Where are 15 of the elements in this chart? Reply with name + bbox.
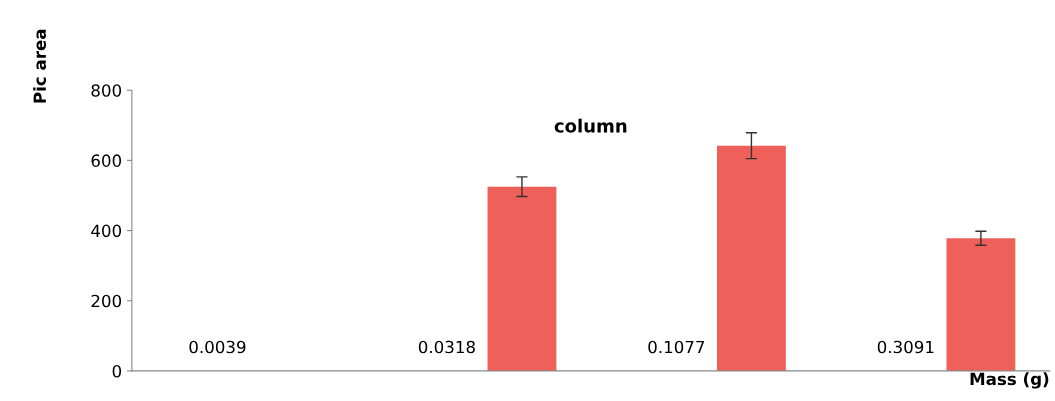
x-tick-label: 0.1077 <box>648 340 705 354</box>
bar <box>946 238 1016 371</box>
y-axis-title: Pic area <box>33 29 47 103</box>
y-tick-label: 800 <box>91 84 122 97</box>
bar <box>717 145 786 371</box>
text: column <box>554 118 627 133</box>
bar <box>487 186 557 371</box>
y-tick-label: 600 <box>91 154 122 167</box>
x-tick-label: 0.3091 <box>877 340 934 354</box>
y-tick-label: 200 <box>91 294 122 308</box>
x-tick-label: 0.0318 <box>418 340 475 354</box>
y-tick-label: 0 <box>112 364 122 378</box>
y-tick-label: 400 <box>91 224 122 238</box>
x-tick-label: 0.0039 <box>189 340 246 354</box>
x-axis-title: Mass (g) <box>970 372 1049 389</box>
